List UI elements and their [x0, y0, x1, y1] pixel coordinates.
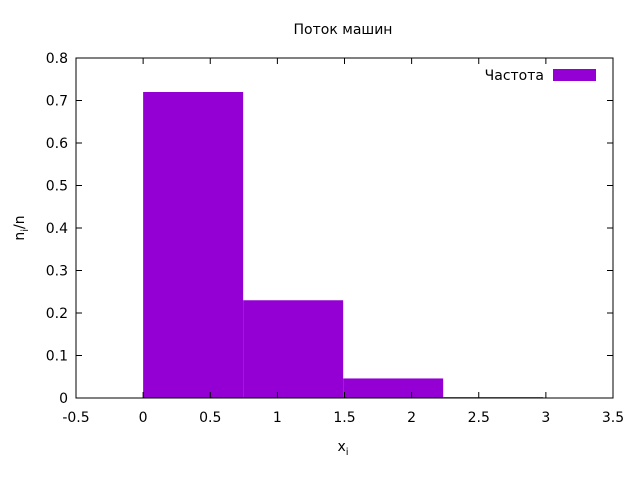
y-tick-label-1: 0.1 — [46, 349, 68, 365]
y-axis-label-main: n — [12, 232, 28, 241]
legend-label: Частота — [485, 68, 544, 84]
y-tick-label-0: 0 — [59, 391, 68, 407]
x-tick-label-0: -0.5 — [62, 410, 89, 426]
y-tick-label-3: 0.3 — [46, 264, 68, 280]
x-tick-label-2: 0.5 — [199, 410, 221, 426]
y-tick-label-6: 0.6 — [46, 136, 68, 152]
x-axis-label-main: x — [337, 439, 345, 455]
bar-1 — [243, 300, 344, 398]
y-axis-label: ni/n — [12, 215, 31, 240]
ticks-group: -0.5 0 0.5 1 1.5 2 2.5 3 3.5 0 0.1 0.2 0.3 0.4 0.5 0.6 0… — [46, 51, 624, 426]
x-tick-label-8: 3.5 — [602, 410, 624, 426]
y-tick-label-4: 0.4 — [46, 221, 68, 237]
bar-2 — [343, 378, 444, 398]
y-tick-label-2: 0.2 — [46, 306, 68, 322]
y-tick-label-7: 0.7 — [46, 94, 68, 110]
legend: Частота — [485, 68, 596, 84]
x-tick-label-1: 0 — [139, 410, 148, 426]
x-axis-label: xi — [337, 439, 348, 458]
chart-title: Поток машин — [294, 22, 393, 38]
legend-swatch — [553, 69, 596, 81]
bar-0 — [143, 92, 244, 398]
x-axis-label-sub: i — [346, 447, 349, 458]
y-axis-label-tail: /n — [12, 215, 28, 229]
x-tick-label-7: 3 — [541, 410, 550, 426]
x-tick-label-3: 1 — [273, 410, 282, 426]
y-axis-label-sub: i — [20, 229, 31, 232]
y-tick-label-5: 0.5 — [46, 179, 68, 195]
x-tick-label-6: 2.5 — [468, 410, 490, 426]
x-tick-label-5: 2 — [407, 410, 416, 426]
x-tick-label-4: 1.5 — [333, 410, 355, 426]
y-tick-label-8: 0.8 — [46, 51, 68, 67]
bars-group — [143, 92, 544, 398]
